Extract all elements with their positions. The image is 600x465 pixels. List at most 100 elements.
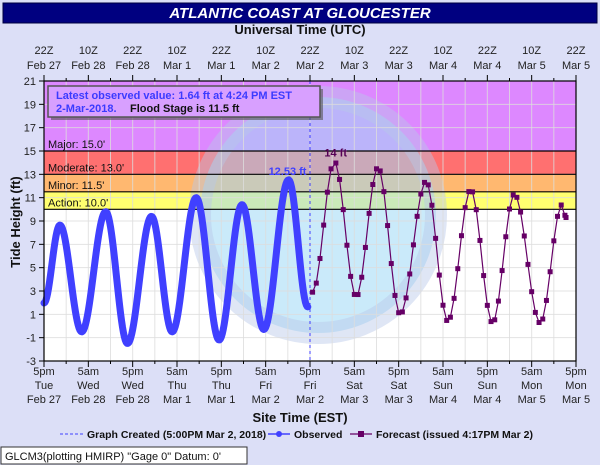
forecast-peak-label: 14 ft — [324, 148, 347, 160]
bottom-tick-label-time: 5pm — [565, 366, 586, 378]
top-tick-label-time: 10Z — [79, 45, 98, 57]
bottom-tick-label-date: Mar 1 — [163, 394, 191, 406]
forecast-point — [547, 269, 553, 275]
top-tick-label-time: 22Z — [123, 45, 142, 57]
forecast-point — [407, 271, 413, 277]
forecast-point — [348, 273, 354, 279]
top-tick-label-date: Mar 2 — [296, 60, 324, 72]
forecast-point — [525, 261, 531, 267]
bottom-tick-label-date: Mar 4 — [473, 394, 501, 406]
forecast-point — [473, 207, 479, 213]
top-tick-label-date: Feb 27 — [27, 60, 61, 72]
forecast-point — [484, 302, 490, 308]
forecast-point — [451, 295, 457, 301]
flood-label-3: Action: 10.0' — [48, 197, 108, 209]
top-tick-label-date: Mar 5 — [518, 60, 546, 72]
y-tick-label: 9 — [30, 216, 36, 228]
footer-box — [0, 446, 248, 465]
forecast-point — [410, 242, 416, 248]
bottom-tick-label-day: Fri — [304, 380, 317, 392]
bottom-tick-label-time: 5am — [255, 366, 276, 378]
latest-value-box: Latest observed value: 1.64 ft at 4:24 P… — [47, 85, 323, 120]
forecast-point — [481, 273, 487, 279]
forecast-point — [433, 235, 439, 241]
top-tick-label-date: Mar 2 — [252, 60, 280, 72]
forecast-point — [495, 298, 501, 304]
forecast-point — [337, 176, 343, 182]
forecast-point — [540, 316, 546, 322]
forecast-point — [529, 289, 535, 295]
bottom-tick-label-time: 5am — [166, 366, 187, 378]
forecast-point — [499, 268, 505, 274]
bottom-tick-label-date: Mar 5 — [562, 394, 590, 406]
bottom-tick-label-time: 5pm — [122, 366, 143, 378]
forecast-point — [355, 292, 361, 298]
y-tick-label: -1 — [26, 333, 36, 345]
y-axis-title: Tide Height (ft) — [8, 176, 23, 267]
forecast-point — [551, 238, 557, 244]
bottom-tick-label-day: Fri — [259, 380, 272, 392]
bottom-tick-label-day: Sat — [390, 380, 407, 392]
forecast-point — [510, 192, 516, 198]
bottom-tick-label-date: Mar 2 — [296, 394, 324, 406]
bottom-tick-label-date: Mar 3 — [340, 394, 368, 406]
y-tick-label: 21 — [24, 76, 36, 88]
forecast-point — [396, 310, 402, 316]
forecast-point — [351, 291, 357, 297]
forecast-point — [518, 209, 524, 215]
legend-forecast-marker — [358, 431, 364, 437]
forecast-point — [324, 189, 330, 195]
forecast-point — [414, 213, 420, 219]
top-tick-label-date: Mar 4 — [429, 60, 457, 72]
forecast-point — [521, 233, 527, 239]
top-tick-label-time: 10Z — [434, 45, 453, 57]
y-tick-label: 13 — [24, 169, 36, 181]
forecast-point — [317, 255, 323, 261]
forecast-point — [492, 317, 498, 323]
top-tick-label-date: Mar 1 — [207, 60, 235, 72]
forecast-point — [399, 309, 405, 315]
forecast-point — [507, 206, 512, 212]
top-tick-label-time: 22Z — [567, 45, 586, 57]
forecast-point — [466, 189, 472, 195]
forecast-point — [514, 194, 520, 200]
forecast-point — [458, 233, 464, 239]
top-tick-label-time: 10Z — [345, 45, 364, 57]
forecast-point — [418, 191, 424, 197]
bottom-tick-label-day: Mon — [521, 380, 542, 392]
top-tick-label-time: 22Z — [35, 45, 54, 57]
bottom-tick-label-day: Sat — [346, 380, 363, 392]
forecast-point — [462, 205, 468, 211]
forecast-point — [377, 168, 383, 174]
bottom-tick-label-day: Wed — [77, 380, 99, 392]
forecast-point — [555, 213, 561, 219]
top-tick-label-time: 22Z — [389, 45, 408, 57]
y-tick-label: 1 — [30, 309, 36, 321]
top-tick-label-date: Mar 3 — [340, 60, 368, 72]
legend-forecast: Forecast (issued 4:17PM Mar 2) — [376, 429, 533, 441]
forecast-point — [370, 182, 376, 188]
forecast-point — [321, 222, 327, 228]
bottom-tick-label-day: Mon — [565, 380, 586, 392]
bottom-tick-label-time: 5pm — [299, 366, 320, 378]
forecast-point — [503, 234, 509, 240]
top-tick-label-date: Mar 3 — [385, 60, 413, 72]
forecast-point — [362, 244, 368, 250]
bottom-tick-label-day: Thu — [212, 380, 231, 392]
forecast-point — [429, 202, 435, 208]
forecast-point — [392, 292, 398, 298]
y-tick-label: -3 — [26, 356, 36, 368]
forecast-point — [359, 274, 365, 280]
bottom-tick-label-day: Thu — [168, 380, 187, 392]
bottom-tick-label-date: Mar 5 — [518, 394, 546, 406]
forecast-point — [333, 160, 339, 166]
forecast-point — [470, 189, 476, 195]
forecast-point — [388, 261, 394, 267]
bottom-tick-label-day: Wed — [121, 380, 143, 392]
flood-stage-text: Flood Stage is 11.5 ft — [130, 103, 240, 115]
top-axis-title: Universal Time (UTC) — [234, 22, 365, 37]
flood-label-0: Major: 15.0' — [48, 139, 105, 151]
bottom-tick-label-date: Mar 4 — [429, 394, 457, 406]
legend-created: Graph Created (5:00PM Mar 2, 2018) — [87, 429, 266, 441]
